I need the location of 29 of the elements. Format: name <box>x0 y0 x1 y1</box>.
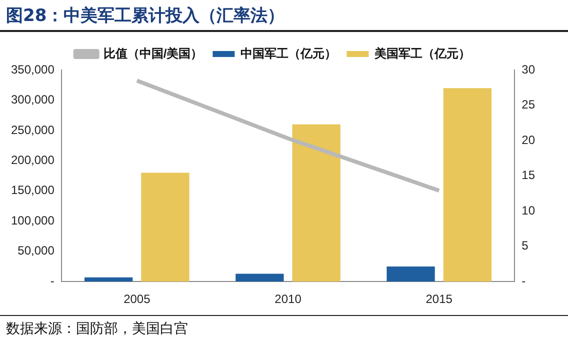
source-note: 数据来源：国防部，美国白宫 <box>6 320 188 338</box>
legend-label: 比值（中国/美国） <box>103 46 203 60</box>
y2-tick-label: 5 <box>522 238 529 253</box>
y-tick-label: 250,000 <box>10 122 55 137</box>
y-tick-label: 150,000 <box>10 183 55 198</box>
y2-tick-label: 20 <box>522 132 536 147</box>
legend-label: 美国军工（亿元） <box>374 46 471 60</box>
bar <box>141 172 190 282</box>
chart-title: 图28：中美军工累计投入（汇率法） <box>6 5 285 27</box>
bar <box>236 274 284 282</box>
bar <box>386 266 435 282</box>
y-tick-label: 350,000 <box>10 62 55 76</box>
x-tick-label: 2005 <box>124 292 151 306</box>
y-tick-label: 200,000 <box>10 153 55 167</box>
bar <box>443 88 492 282</box>
y-tick-label: - <box>50 274 54 288</box>
y2-tick-label: 15 <box>522 168 536 182</box>
x-tick-label: 2015 <box>426 292 453 306</box>
legend-label: 中国军工（亿元） <box>240 46 337 60</box>
y2-tick-label: 30 <box>522 62 536 76</box>
x-tick-label: 2010 <box>274 292 302 306</box>
y2-tick-label: 10 <box>522 203 536 218</box>
y-tick-label: 300,000 <box>10 92 55 107</box>
y-tick-label: 50,000 <box>18 244 55 258</box>
y2-tick-label: - <box>522 274 526 288</box>
bar <box>292 124 340 282</box>
y2-tick-label: 25 <box>522 98 536 112</box>
bar <box>84 277 133 282</box>
y-tick-label: 100,000 <box>10 213 55 228</box>
